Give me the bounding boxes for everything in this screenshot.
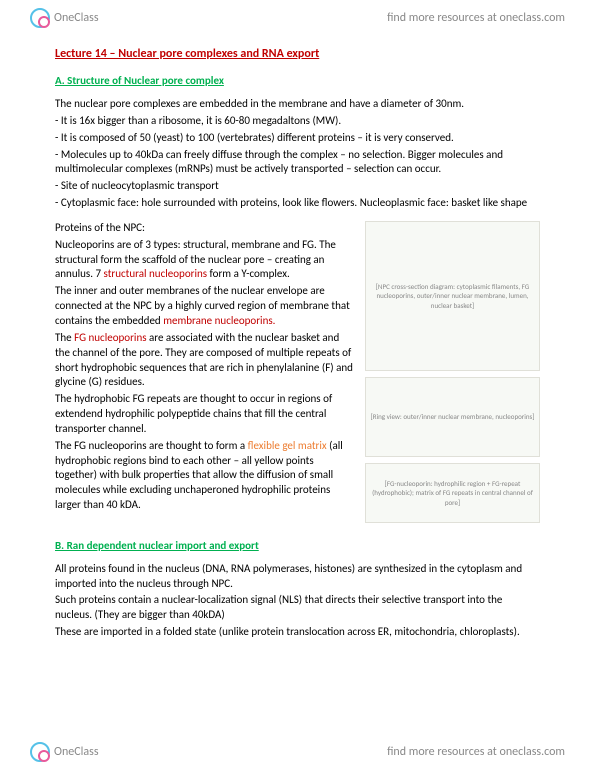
text-run: The FG nucleoporins are thought to form … <box>55 439 248 452</box>
text-column: Proteins of the NPC: Nucleoporins are of… <box>55 221 355 529</box>
bullet: - Molecules up to 40kDa can freely diffu… <box>55 148 540 178</box>
logo-icon <box>30 8 50 28</box>
paragraph: The hydrophobic FG repeats are thought t… <box>55 392 355 437</box>
highlight-red: structural nucleoporins <box>104 267 208 280</box>
paragraph: Nucleoporins are of 3 types: structural,… <box>55 238 355 283</box>
paragraph: The FG nucleoporins are associated with … <box>55 331 355 390</box>
subheading: Proteins of the NPC: <box>55 221 355 236</box>
footer-link[interactable]: find more resources at oneclass.com <box>387 744 565 760</box>
page-header: OneClass find more resources at oneclass… <box>0 0 595 36</box>
figure-npc-cross-section: [NPC cross-section diagram: cytoplasmic … <box>365 221 540 371</box>
brand-logo: OneClass <box>30 8 99 28</box>
lecture-title: Lecture 14 – Nuclear pore complexes and … <box>55 46 540 62</box>
bullet: - Site of nucleocytoplasmic transport <box>55 179 540 194</box>
logo-icon <box>30 742 50 762</box>
figure-fg-repeat: [FG-nucleoporin: hydrophilic region + FG… <box>365 463 540 523</box>
paragraph: All proteins found in the nucleus (DNA, … <box>55 562 540 592</box>
text-run: form a Y-complex. <box>207 267 290 280</box>
paragraph: The FG nucleoporins are thought to form … <box>55 439 355 513</box>
bullet: - It is 16x bigger than a ribosome, it i… <box>55 114 540 129</box>
highlight-red: membrane nucleoporins. <box>163 314 275 327</box>
figure-column: [NPC cross-section diagram: cytoplasmic … <box>365 221 540 529</box>
paragraph: Such proteins contain a nuclear-localiza… <box>55 593 540 623</box>
paragraph: The nuclear pore complexes are embedded … <box>55 97 540 112</box>
brand-name: OneClass <box>54 10 99 26</box>
document-body: Lecture 14 – Nuclear pore complexes and … <box>0 36 595 682</box>
paragraph: These are imported in a folded state (un… <box>55 625 540 640</box>
highlight-orange: flexible gel matrix <box>248 439 327 452</box>
page-footer: OneClass find more resources at oneclass… <box>0 734 595 770</box>
bullet: - Cytoplasmic face: hole surrounded with… <box>55 196 540 211</box>
bullet: - It is composed of 50 (yeast) to 100 (v… <box>55 131 540 146</box>
section-a-heading: A. Structure of Nuclear pore complex <box>55 74 540 89</box>
brand-name-footer: OneClass <box>54 744 99 760</box>
highlight-red: FG nucleoporins <box>74 331 146 344</box>
paragraph: The inner and outer membranes of the nuc… <box>55 284 355 329</box>
section-b-heading: B. Ran dependent nuclear import and expo… <box>55 539 540 554</box>
brand-logo-footer: OneClass <box>30 742 99 762</box>
header-link[interactable]: find more resources at oneclass.com <box>387 10 565 26</box>
two-column-region: Proteins of the NPC: Nucleoporins are of… <box>55 221 540 529</box>
text-run: The <box>55 331 74 344</box>
figure-ring-view: [Ring view: outer/inner nuclear membrane… <box>365 377 540 457</box>
